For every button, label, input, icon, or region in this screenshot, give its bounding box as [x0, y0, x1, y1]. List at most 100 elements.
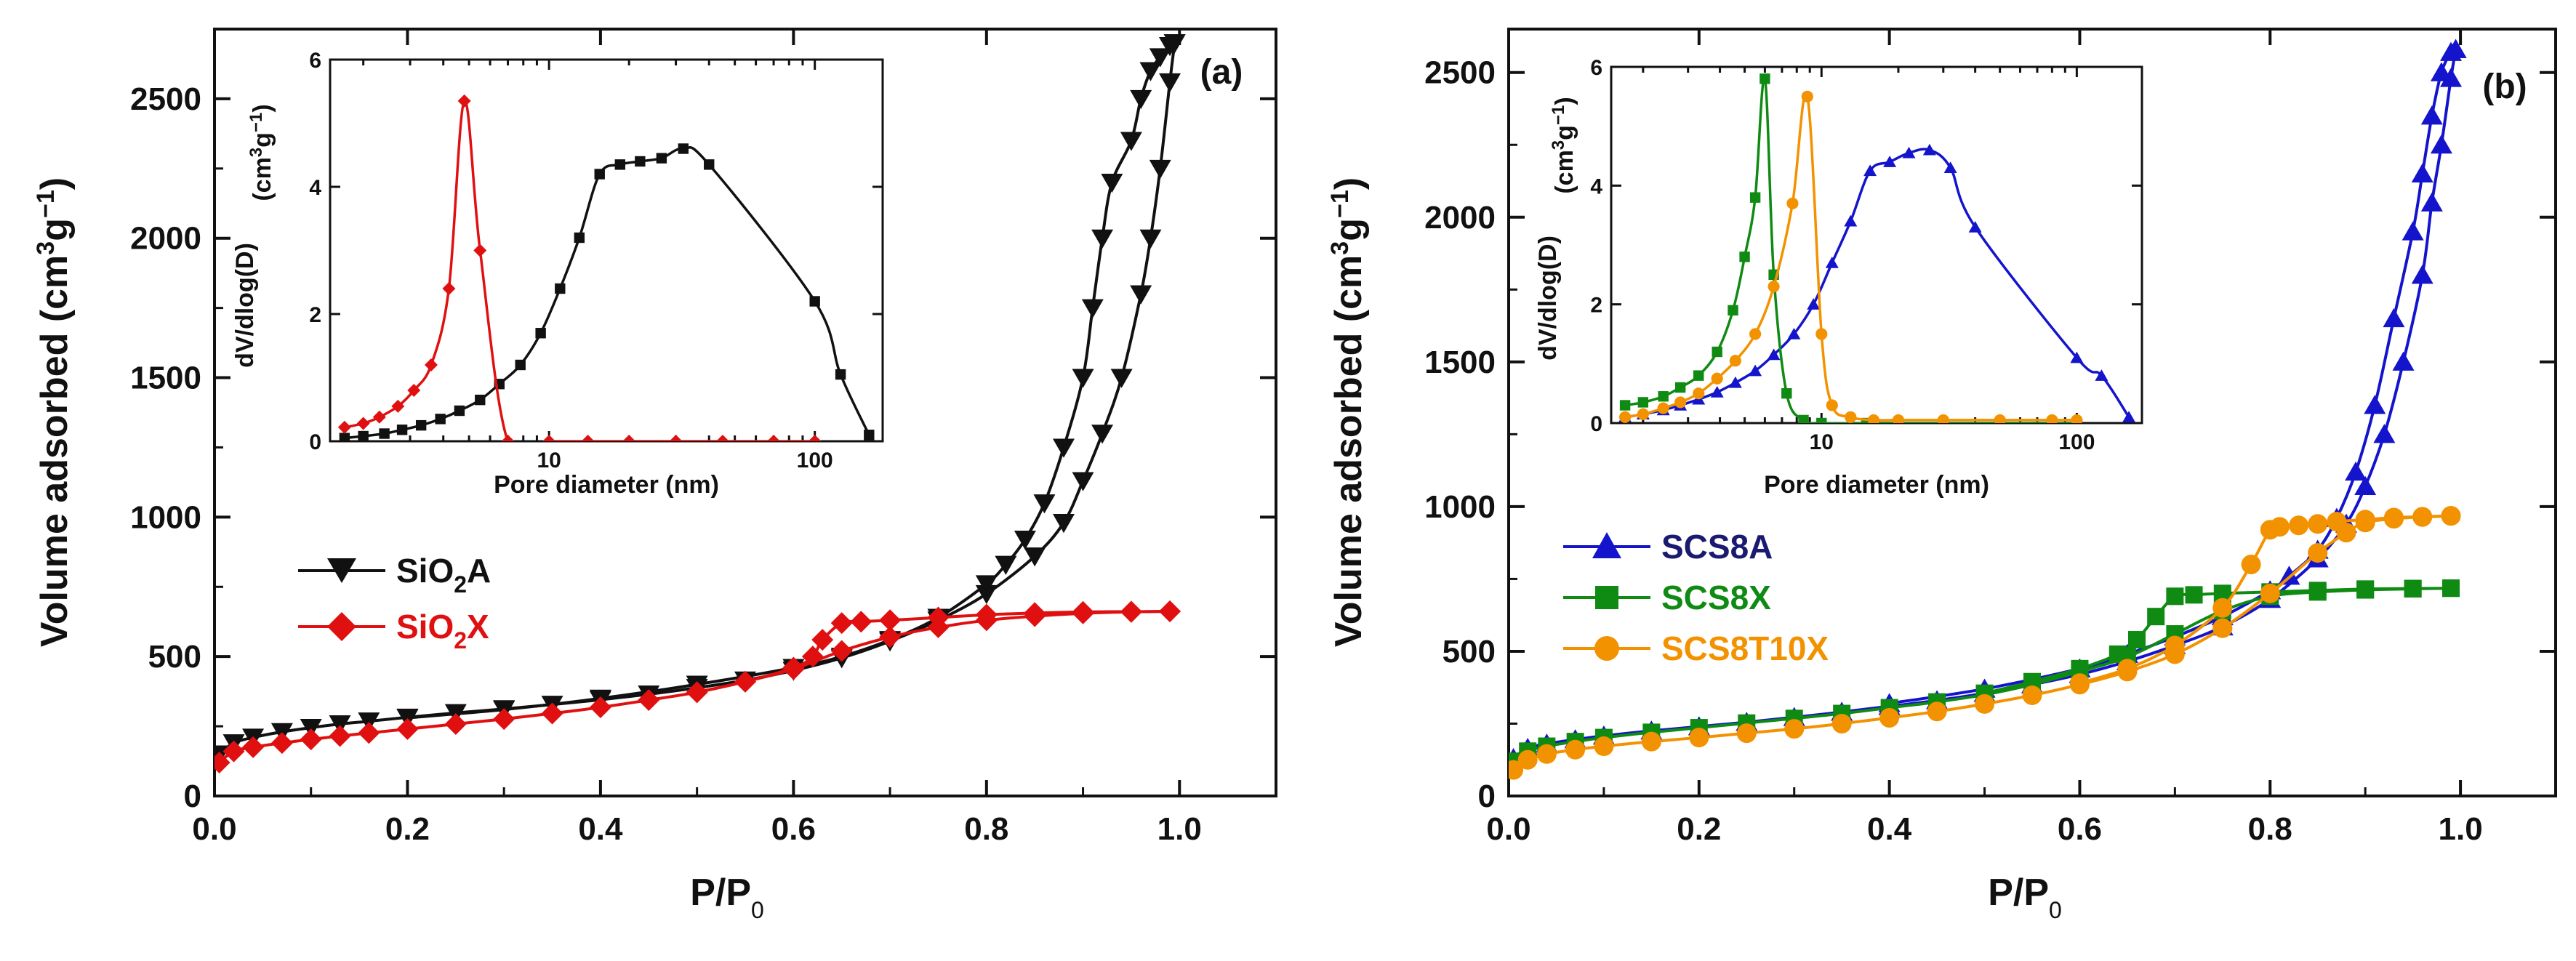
- inset-data-point-sio2a: [809, 296, 820, 307]
- inset-y-unit-b: (cm3g−1): [1549, 97, 1578, 193]
- inset-y-tick-label-b: 0: [1590, 412, 1602, 436]
- inset-data-point-scs8a: [2070, 351, 2084, 363]
- data-point-scs8t10x-desorption: [2327, 512, 2347, 532]
- data-point-sio2x-adsorption: [638, 689, 660, 712]
- inset-data-point-scs8t10x: [1994, 414, 2006, 423]
- y-tick-label-a: 0: [184, 779, 201, 814]
- legend-label-scs8a: SCS8A: [1661, 528, 1773, 566]
- inset-data-point-sio2x: [808, 435, 822, 441]
- y-tick-label-a: 1000: [130, 499, 201, 535]
- inset-x-tick-label-b: 10: [1810, 430, 1834, 454]
- inset-y-tick-label-b: 6: [1590, 56, 1602, 80]
- inset-data-point-sio2a: [339, 433, 350, 441]
- inset-series-group-b: [1618, 73, 2136, 423]
- data-point-sio2a-adsorption: [1139, 229, 1162, 249]
- data-point-scs8a-adsorption: [2420, 192, 2443, 212]
- inset-data-point-scs8a: [1968, 220, 1982, 233]
- data-point-sio2x-desorption: [801, 646, 824, 668]
- x-axis-title-b: P/P0: [1988, 872, 2062, 923]
- series-group-a: [214, 34, 1186, 773]
- data-point-scs8a-desorption: [2345, 461, 2367, 481]
- y-tick-labels-b: 0 500 1000 1500 2000 2500: [1424, 55, 1496, 814]
- inset-data-point-scs8t10x: [1711, 372, 1723, 385]
- x-tick-label-b: 0.8: [2248, 811, 2292, 847]
- y-tick-label-b: 2500: [1424, 55, 1496, 91]
- inset-data-point-scs8a: [2095, 369, 2108, 381]
- data-point-sio2a-desorption: [1101, 174, 1123, 193]
- inset-data-point-scs8a: [1825, 256, 1839, 268]
- data-point-scs8a-adsorption: [2411, 265, 2433, 284]
- inset-data-point-scs8t10x: [1815, 328, 1828, 340]
- inset-data-point-scs8t10x: [1768, 281, 1780, 293]
- inset-data-point-sio2a: [454, 405, 465, 417]
- inset-data-point-sio2x: [337, 420, 351, 434]
- data-point-scs8x-desorption: [2166, 587, 2184, 606]
- inset-data-point-sio2x: [542, 435, 556, 441]
- inset-data-point-sio2a: [415, 419, 427, 431]
- x-tick-labels-b: 0.0 0.2 0.4 0.6 0.8 1.0: [1486, 811, 2482, 847]
- legend-entry-sio2x: SiO2X: [298, 608, 489, 654]
- inset-data-point-scs8a: [2122, 411, 2136, 423]
- inset-data-point-sio2a: [574, 232, 585, 244]
- inset-x-tick-label-a: 100: [797, 449, 833, 473]
- panel-label-a: (a): [1200, 53, 1243, 92]
- y-axis-title-b: Volume adsorbed (cm3g−1): [1326, 177, 1370, 647]
- inset-data-point-scs8x: [1781, 387, 1792, 399]
- inset-data-point-sio2a: [614, 159, 626, 170]
- inset-series-line-scs8x: [1624, 76, 2077, 423]
- inset-y-tick-label-a: 2: [309, 303, 321, 327]
- legend-entry-scs8t10x: SCS8T10X: [1563, 630, 1829, 667]
- legend-marker-scs8t10x: [1594, 636, 1619, 661]
- data-point-sio2x-desorption: [830, 612, 853, 635]
- data-point-sio2a-desorption: [1033, 494, 1056, 514]
- inset-data-point-sio2a: [475, 394, 486, 406]
- inset-data-point-sio2x: [622, 435, 636, 441]
- data-point-scs8t10x-adsorption: [1594, 736, 1614, 757]
- data-point-scs8t10x-desorption: [2383, 507, 2404, 528]
- inset-y-tick-label-b: 2: [1590, 294, 1602, 318]
- data-point-sio2x-desorption: [850, 611, 872, 633]
- y-tick-label-b: 2000: [1424, 200, 1496, 236]
- data-point-sio2x-adsorption: [830, 640, 853, 662]
- inset-data-point-scs8x: [1798, 414, 1809, 423]
- inset-data-point-scs8a: [1807, 298, 1821, 310]
- data-point-sio2x-desorption: [686, 681, 708, 704]
- data-point-scs8t10x-adsorption: [2308, 543, 2328, 563]
- inset-y-title-b: dV/dlog(D): [1534, 236, 1562, 361]
- data-point-sio2x-adsorption: [879, 626, 902, 648]
- data-point-sio2x-adsorption: [396, 717, 419, 740]
- y-axis-title-a: Volume adsorbed (cm3g−1): [32, 177, 76, 647]
- data-point-sio2a-adsorption: [329, 715, 351, 735]
- legend-marker-sio2a: [327, 558, 356, 583]
- data-point-sio2x-desorption: [927, 606, 950, 629]
- x-axis-title-a: P/P0: [690, 872, 764, 923]
- data-point-scs8t10x-desorption: [2069, 673, 2090, 693]
- data-point-sio2a-adsorption: [1072, 472, 1094, 491]
- data-point-sio2a-desorption: [1072, 369, 1094, 388]
- legend-label-sio2a: SiO2A: [396, 552, 491, 598]
- data-point-scs8x-desorption: [2185, 586, 2203, 604]
- x-tick-label-a: 0.6: [771, 811, 816, 847]
- inset-y-unit-a: (cm3g−1): [246, 104, 276, 201]
- inset-x-tick-label-b: 100: [2058, 430, 2095, 454]
- inset-y-title-a: dV/dlog(D): [231, 243, 259, 368]
- inset-data-point-scs8t10x: [1937, 414, 1949, 423]
- inset-data-point-scs8t10x: [1801, 90, 1813, 102]
- axis-ticks-a: [213, 29, 1277, 797]
- inset-frame-a: [329, 58, 884, 443]
- inset-data-point-scs8a: [1749, 364, 1762, 377]
- data-point-sio2x-adsorption: [270, 732, 293, 755]
- data-point-sio2a-adsorption: [1091, 425, 1114, 444]
- inset-data-point-scs8a: [1844, 214, 1858, 227]
- legend-label-scs8t10x: SCS8T10X: [1661, 630, 1829, 667]
- x-tick-label-a: 0.4: [578, 811, 623, 847]
- data-point-sio2a-desorption: [1139, 62, 1162, 81]
- data-point-scs8t10x-desorption: [2260, 520, 2280, 540]
- inset-data-point-scs8a: [1710, 385, 1724, 398]
- inset-data-point-sio2a: [555, 283, 566, 294]
- data-point-scs8t10x-desorption: [2308, 514, 2328, 534]
- inset-data-point-sio2a: [594, 169, 605, 180]
- data-point-scs8t10x-adsorption: [1736, 723, 1757, 744]
- data-point-sio2x-desorption: [782, 656, 805, 679]
